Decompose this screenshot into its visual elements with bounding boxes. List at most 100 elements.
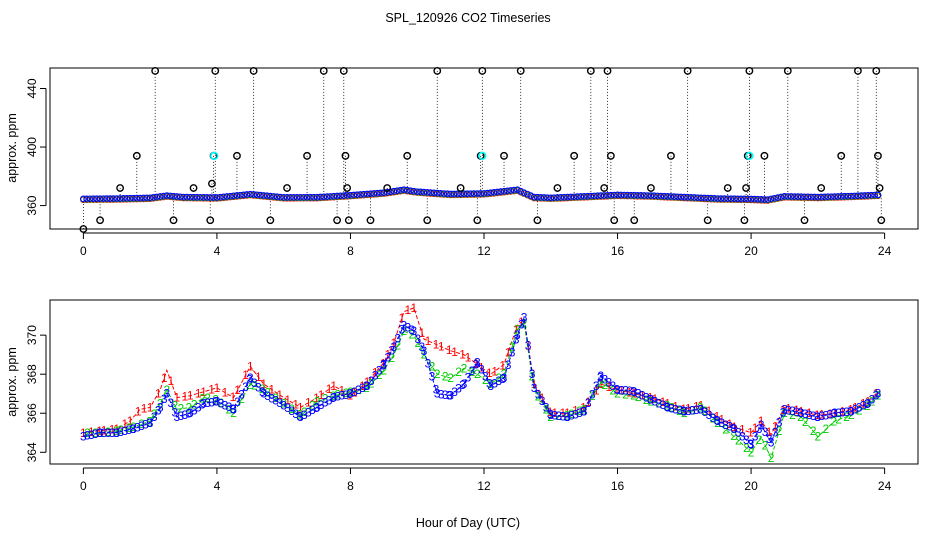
series-1-marker: 1 — [839, 404, 846, 418]
series-3-marker: 3 — [391, 340, 398, 354]
series-3-marker: 3 — [314, 400, 321, 414]
series-1-marker: 1 — [364, 375, 371, 389]
series-3-marker: 3 — [501, 371, 508, 385]
baseline-point — [373, 189, 381, 197]
cyan-point — [478, 151, 487, 161]
bottom-y-tick-label-368: 368 — [25, 364, 39, 384]
series-3-marker: 3 — [873, 389, 880, 403]
series-1-marker: 1 — [873, 387, 880, 401]
series-1-marker: 1 — [819, 408, 826, 422]
baseline-point — [420, 188, 428, 196]
series-2-marker: 2 — [330, 389, 337, 403]
series-1-marker: 1 — [598, 377, 605, 391]
series-2-marker: 2 — [264, 386, 271, 400]
series-3-marker: 3 — [648, 393, 655, 407]
baseline-point — [293, 193, 301, 201]
baseline-point — [233, 192, 241, 199]
series-3-marker: 3 — [714, 414, 721, 428]
baseline-point — [774, 194, 782, 201]
bottom-x-tick-label-24: 24 — [878, 479, 892, 493]
series-3-marker: 3 — [797, 406, 804, 420]
baseline-point — [350, 191, 358, 199]
baseline-point — [647, 192, 655, 199]
flagged-point — [343, 184, 352, 192]
baseline-point — [123, 194, 131, 202]
series-1-marker: 1 — [465, 351, 472, 365]
series-2-marker: 2 — [635, 390, 642, 404]
series-2-marker: 2 — [178, 402, 185, 416]
series-2-marker: 2 — [272, 391, 279, 405]
baseline-point — [844, 192, 852, 200]
series-1-marker: 1 — [814, 408, 821, 422]
baseline-point — [680, 193, 688, 201]
baseline-point — [587, 192, 595, 200]
baseline-point — [403, 186, 411, 194]
series-3-marker: 3 — [689, 403, 696, 417]
baseline-point — [807, 193, 815, 201]
baseline-point — [120, 195, 127, 202]
series-2-marker: 2 — [342, 386, 349, 400]
series-3-marker: 3 — [756, 422, 763, 436]
series-3-marker: 3 — [743, 433, 750, 447]
series-3-marker: 3 — [204, 396, 211, 410]
series-3-marker: 3 — [758, 418, 765, 432]
baseline-point — [320, 193, 328, 201]
series-3-marker: 3 — [284, 401, 291, 415]
baseline-point — [737, 195, 745, 203]
series-3-marker: 3 — [195, 400, 202, 414]
bottom-x-tick-label-20: 20 — [744, 479, 758, 493]
series-1-marker: 1 — [141, 402, 148, 416]
series-3-marker: 3 — [264, 389, 271, 403]
series-2-marker: 2 — [97, 426, 104, 440]
baseline-point — [440, 190, 448, 197]
baseline-point — [220, 193, 227, 201]
series-2-marker: 2 — [602, 378, 609, 392]
series-1-marker: 1 — [359, 379, 366, 393]
baseline-point — [554, 194, 561, 201]
top-y-axis-label: approx. ppm — [5, 113, 19, 182]
flagged-point — [333, 216, 342, 225]
series-3-marker: 3 — [819, 409, 826, 423]
x-axis-label: Hour of Day (UTC) — [416, 516, 520, 530]
flagged-point — [266, 216, 275, 225]
series-3-marker: 3 — [726, 420, 733, 434]
series-3-marker: 3 — [585, 396, 592, 410]
series-2-marker: 2 — [697, 401, 704, 415]
baseline-point — [260, 192, 268, 199]
baseline-point — [547, 194, 555, 202]
baseline-point — [794, 193, 802, 201]
series-1-marker: 1 — [478, 360, 485, 374]
series-3-marker: 3 — [164, 387, 171, 401]
baseline-point — [90, 195, 97, 203]
flagged-point — [206, 216, 215, 225]
series-1-marker: 1 — [405, 303, 412, 317]
baseline-point — [574, 193, 581, 201]
baseline-point — [433, 189, 441, 197]
series-3-marker: 3 — [802, 407, 809, 421]
baseline-point — [283, 194, 291, 201]
baseline-point — [537, 194, 545, 201]
baseline-point — [560, 193, 568, 201]
baseline-point — [530, 193, 538, 201]
flagged-point — [703, 216, 712, 225]
baseline-point — [684, 193, 691, 201]
baseline-point — [610, 191, 618, 199]
series-3-marker: 3 — [186, 407, 193, 421]
baseline-point — [580, 193, 588, 200]
series-3-marker: 3 — [635, 387, 642, 401]
series-3-marker: 3 — [693, 403, 700, 417]
bottom-y-tick-label-364: 364 — [25, 442, 39, 462]
series-1-marker: 1 — [473, 356, 480, 370]
series-2-marker: 2 — [401, 324, 408, 338]
series-2-marker: 2 — [251, 379, 258, 393]
series-1-marker: 1 — [438, 340, 445, 354]
baseline-point — [634, 191, 641, 199]
series-3-marker: 3 — [656, 396, 663, 410]
baseline-point — [323, 193, 331, 200]
series-3-marker: 3 — [660, 398, 667, 412]
series-3-marker: 3 — [121, 424, 128, 438]
series-1-marker: 1 — [731, 420, 738, 434]
baseline-point — [447, 190, 454, 198]
baseline-point — [854, 192, 862, 200]
